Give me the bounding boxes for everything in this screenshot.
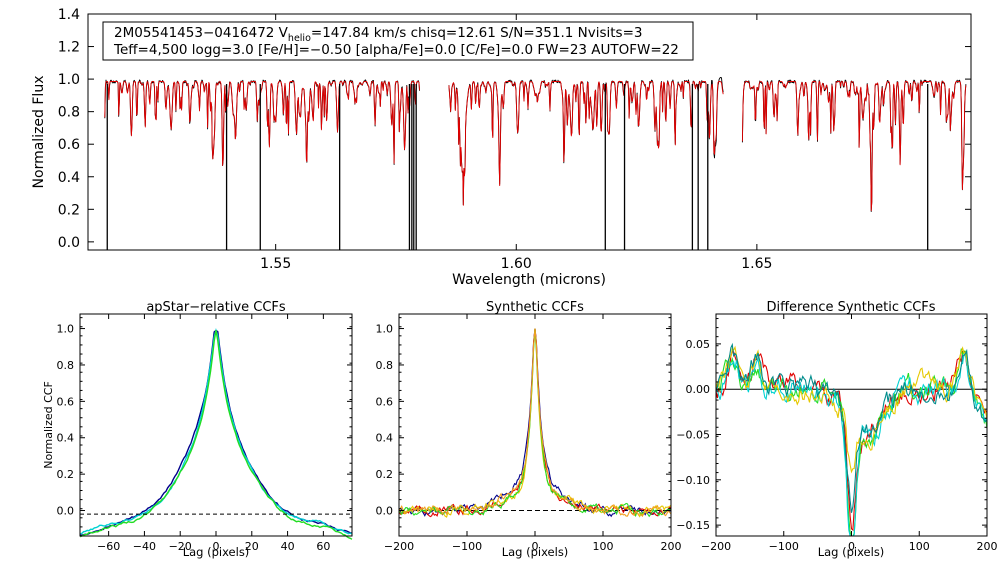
y-tick-label: −0.15 xyxy=(676,519,710,532)
y-tick-label: 0.6 xyxy=(57,395,75,408)
y-tick-label: −0.10 xyxy=(676,474,710,487)
x-tick-label: −200 xyxy=(701,540,731,553)
difference-ccf-panel: Difference Synthetic CCFs −200 −100 0 100 20… xyxy=(676,300,997,559)
y-tick-label: 1.2 xyxy=(58,40,80,56)
y-tick-label: 0.00 xyxy=(686,383,711,396)
x-tick-label: 60 xyxy=(316,540,330,553)
y-tick-label: 0.8 xyxy=(376,359,394,372)
y-tick-label: 0.2 xyxy=(376,468,394,481)
d5-difference-ccf-line xyxy=(715,342,988,513)
y-tick-label: 0.4 xyxy=(376,432,394,445)
synthetic-ccf-panel: Synthetic CCFs −200 −100 0 100 200 0.0 0.2 0.4 0… xyxy=(376,300,682,559)
model-spectrum-chip xyxy=(448,81,724,206)
s2-synthetic-ccf-line xyxy=(398,328,672,518)
y-tick-label: 1.0 xyxy=(376,323,394,336)
x-tick-label: −60 xyxy=(97,540,120,553)
s5-synthetic-ccf-line xyxy=(398,328,672,518)
observed-spectrum-chip xyxy=(104,79,420,167)
synthetic-ccf-axes: −200 −100 0 100 200 0.0 0.2 0.4 0.6 0.8 1.0 xyxy=(376,314,682,553)
x-tick-label: −100 xyxy=(769,540,799,553)
d4-difference-ccf-line xyxy=(715,345,988,474)
model-spectrum-chip xyxy=(104,81,420,166)
y-tick-label: 0.6 xyxy=(58,137,80,153)
apstar-ccf-xlabel: Lag (pixels) xyxy=(183,545,250,559)
x-tick-label: −200 xyxy=(384,540,414,553)
x-tick-label: 200 xyxy=(977,540,998,553)
y-tick-label: 0.8 xyxy=(58,105,80,121)
visit2-ccf-line xyxy=(79,328,353,535)
apstar-ccf-ylabel: Normalized CCF xyxy=(42,381,55,469)
y-tick-label: −0.05 xyxy=(676,428,710,441)
s1-synthetic-ccf-line xyxy=(398,328,672,518)
x-tick-label: 1.60 xyxy=(501,256,532,272)
y-tick-label: 0.05 xyxy=(686,338,711,351)
annotation-line-2: Teff=4,500 logg=3.0 [Fe/H]=−0.50 [alpha/… xyxy=(113,42,679,58)
synthetic-ccf-title: Synthetic CCFs xyxy=(486,300,584,315)
synthetic-ccf-lines xyxy=(398,328,672,518)
apstar-ccf-panel: apStar−relative CCFs −60 −40 −20 0 20 40 60 0.0… xyxy=(42,300,353,559)
x-tick-label: 1.55 xyxy=(260,256,291,272)
y-tick-label: 0.0 xyxy=(376,504,394,517)
difference-ccf-frame xyxy=(715,313,988,537)
visit3-ccf-line xyxy=(79,330,353,540)
apstar-ccf-axes: −60 −40 −20 0 20 40 60 0.0 0.2 0.4 0.6 0.8 1.0 xyxy=(57,314,352,553)
x-tick-label: 0 xyxy=(532,540,539,553)
s4-synthetic-ccf-line xyxy=(398,328,671,518)
difference-ccf-title: Difference Synthetic CCFs xyxy=(766,300,935,315)
difference-ccf-axes: −200 −100 0 100 200 0.05 0.00 −0.05 −0.10 −0.15 xyxy=(676,314,998,553)
x-tick-label: 40 xyxy=(281,540,295,553)
spectrum-ylabel: Normalized Flux xyxy=(31,76,47,189)
synthetic-ccf-xlabel: Lag (pixels) xyxy=(502,545,569,559)
y-tick-label: 0.4 xyxy=(58,170,80,186)
annotation-box xyxy=(102,21,694,61)
y-tick-label: 0.2 xyxy=(57,468,75,481)
x-tick-label: 0 xyxy=(848,540,855,553)
y-tick-label: 1.0 xyxy=(57,323,75,336)
y-tick-label: 0.4 xyxy=(57,432,75,445)
x-tick-label: −20 xyxy=(169,540,192,553)
x-tick-label: 100 xyxy=(909,540,930,553)
y-tick-label: 1.0 xyxy=(58,72,80,88)
annotation-line-1: 2M05541453−0416472 Vhelio=147.84 km/s ch… xyxy=(114,25,642,44)
s3-synthetic-ccf-line xyxy=(398,328,672,518)
model-spectrum-chip xyxy=(741,81,967,212)
x-tick-label: 100 xyxy=(593,540,614,553)
x-tick-label: 0 xyxy=(213,540,220,553)
spectrum-lines xyxy=(104,77,967,250)
y-tick-label: 0.8 xyxy=(57,359,75,372)
apstar-ccf-frame xyxy=(79,313,353,537)
x-tick-label: 200 xyxy=(661,540,682,553)
spectrum-panel: 1.55 1.60 1.65 0.0 0.2 0.4 0.6 0.8 1.0 1.2 1.4 2M0… xyxy=(31,7,972,288)
apstar-ccf-title: apStar−relative CCFs xyxy=(146,300,286,315)
y-tick-label: 0.2 xyxy=(58,202,80,218)
d1-difference-ccf-line xyxy=(715,350,988,532)
x-tick-label: −40 xyxy=(133,540,156,553)
y-tick-label: 0.0 xyxy=(57,504,75,517)
x-tick-label: 20 xyxy=(245,540,259,553)
spectrum-axes: 1.55 1.60 1.65 0.0 0.2 0.4 0.6 0.8 1.0 1.2 1.4 xyxy=(58,7,971,272)
synthetic-ccf-frame xyxy=(398,313,672,537)
x-tick-label: 1.65 xyxy=(741,256,772,272)
observed-spectrum-chip xyxy=(448,77,724,206)
y-tick-label: 0.0 xyxy=(58,235,80,251)
x-tick-label: −100 xyxy=(452,540,482,553)
difference-ccf-lines xyxy=(715,342,988,537)
y-tick-label: 0.6 xyxy=(376,395,394,408)
y-tick-label: 1.4 xyxy=(58,7,80,23)
spectrum-frame xyxy=(87,13,972,251)
apstar-ccf-lines xyxy=(79,328,353,540)
difference-ccf-xlabel: Lag (pixels) xyxy=(818,545,885,559)
spectrum-xlabel: Wavelength (microns) xyxy=(452,272,606,288)
visit1-ccf-line xyxy=(79,329,353,537)
